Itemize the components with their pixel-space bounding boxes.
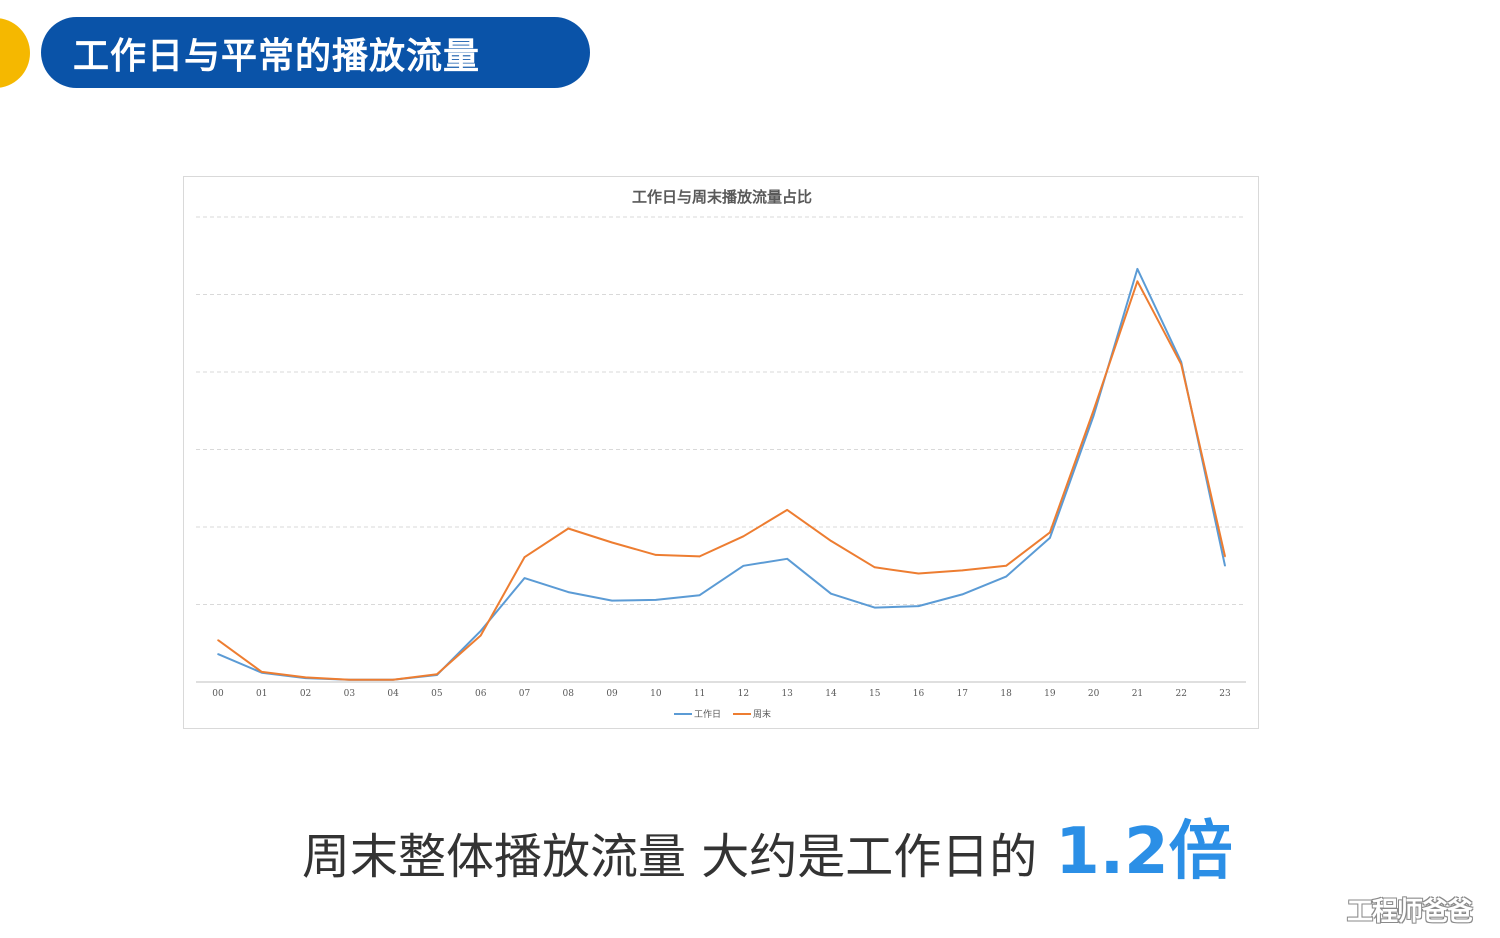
- section-header: 工作日与平常的播放流量: [41, 17, 590, 88]
- chart-title: 工作日与周末播放流量占比: [632, 188, 812, 206]
- x-tick-label: 03: [344, 689, 356, 699]
- data-point: [392, 678, 394, 681]
- data-point: [1092, 409, 1095, 411]
- data-point: [961, 569, 964, 572]
- x-tick-label: 13: [781, 689, 793, 699]
- data-point: [786, 557, 788, 560]
- data-point: [873, 566, 876, 569]
- data-point: [217, 653, 219, 655]
- summary-text: 周末整体播放流量 大约是工作日的: [302, 829, 1038, 885]
- x-tick-label: 23: [1219, 689, 1231, 699]
- series-line-workday: [217, 267, 1226, 681]
- x-tick-label: 05: [431, 689, 443, 699]
- data-point: [1224, 564, 1226, 567]
- data-point: [961, 593, 964, 596]
- data-point: [523, 577, 526, 579]
- data-point: [1092, 414, 1095, 417]
- x-tick-label: 08: [563, 689, 575, 699]
- chart-panel: 工作日与周末播放流量占比 00 01 02 03 04 05 06 07 08 09 10 11 12 13…: [183, 176, 1259, 729]
- x-tick-label: 20: [1088, 689, 1100, 699]
- data-point: [1136, 268, 1139, 270]
- data-point: [786, 509, 788, 511]
- summary-highlight: 1.2倍: [1055, 815, 1233, 889]
- watermark: 工程师爸爸: [1346, 897, 1473, 927]
- data-point: [655, 554, 657, 556]
- data-point: [304, 676, 307, 679]
- x-tick-label: 22: [1175, 689, 1186, 699]
- legend-label: 工作日: [694, 708, 721, 720]
- x-tick-label: 11: [694, 689, 705, 699]
- x-tick-label: 02: [300, 689, 311, 699]
- data-point: [655, 599, 657, 601]
- x-tick-label: 19: [1044, 689, 1056, 699]
- x-tick-label: 12: [738, 689, 749, 699]
- x-tick-label: 21: [1132, 689, 1143, 699]
- data-point: [523, 556, 526, 559]
- x-tick-label: 18: [1000, 689, 1012, 699]
- data-point: [1224, 555, 1226, 558]
- data-point: [479, 630, 482, 632]
- data-point: [1005, 564, 1007, 567]
- data-point: [873, 606, 876, 609]
- data-point: [1180, 363, 1183, 366]
- data-point: [830, 540, 832, 542]
- data-point: [1136, 280, 1139, 283]
- x-tick-label: 16: [913, 689, 925, 699]
- accent-circle: [0, 18, 30, 88]
- data-point: [698, 594, 701, 596]
- data-point: [1005, 575, 1007, 578]
- data-point: [567, 591, 570, 593]
- x-tick-label: 10: [650, 689, 662, 699]
- x-tick-label: 04: [387, 689, 399, 699]
- data-point: [742, 535, 745, 538]
- data-point: [917, 572, 920, 575]
- data-point: [567, 527, 570, 530]
- data-point: [698, 555, 701, 558]
- x-tick-label: 01: [256, 689, 267, 699]
- x-tick-label: 06: [475, 689, 487, 699]
- series-line-weekend: [217, 280, 1226, 681]
- summary-statement: 周末整体播放流量 大约是工作日的 1.2倍: [302, 800, 1302, 889]
- data-point: [436, 673, 438, 676]
- line-chart: 工作日与周末播放流量占比 00 01 02 03 04 05 06 07 08 09 10 11 12 13…: [196, 188, 1246, 720]
- x-tick-label: 17: [957, 689, 969, 699]
- data-point: [479, 634, 482, 637]
- data-point: [917, 605, 920, 607]
- x-tick-label: 00: [212, 689, 224, 699]
- data-point: [217, 639, 219, 641]
- data-point: [611, 541, 613, 544]
- legend-label: 周末: [753, 708, 771, 720]
- data-point: [348, 678, 351, 681]
- data-point: [260, 671, 263, 673]
- data-point: [1049, 531, 1051, 534]
- x-tick-label: 07: [519, 689, 531, 699]
- x-tick-label: 09: [606, 689, 618, 699]
- x-tick-label: 14: [825, 689, 837, 699]
- data-point: [1049, 537, 1051, 539]
- data-point: [830, 592, 832, 595]
- section-title: 工作日与平常的播放流量: [73, 35, 481, 77]
- data-point: [611, 599, 613, 602]
- data-point: [742, 564, 745, 567]
- x-tick-label: 15: [869, 689, 881, 699]
